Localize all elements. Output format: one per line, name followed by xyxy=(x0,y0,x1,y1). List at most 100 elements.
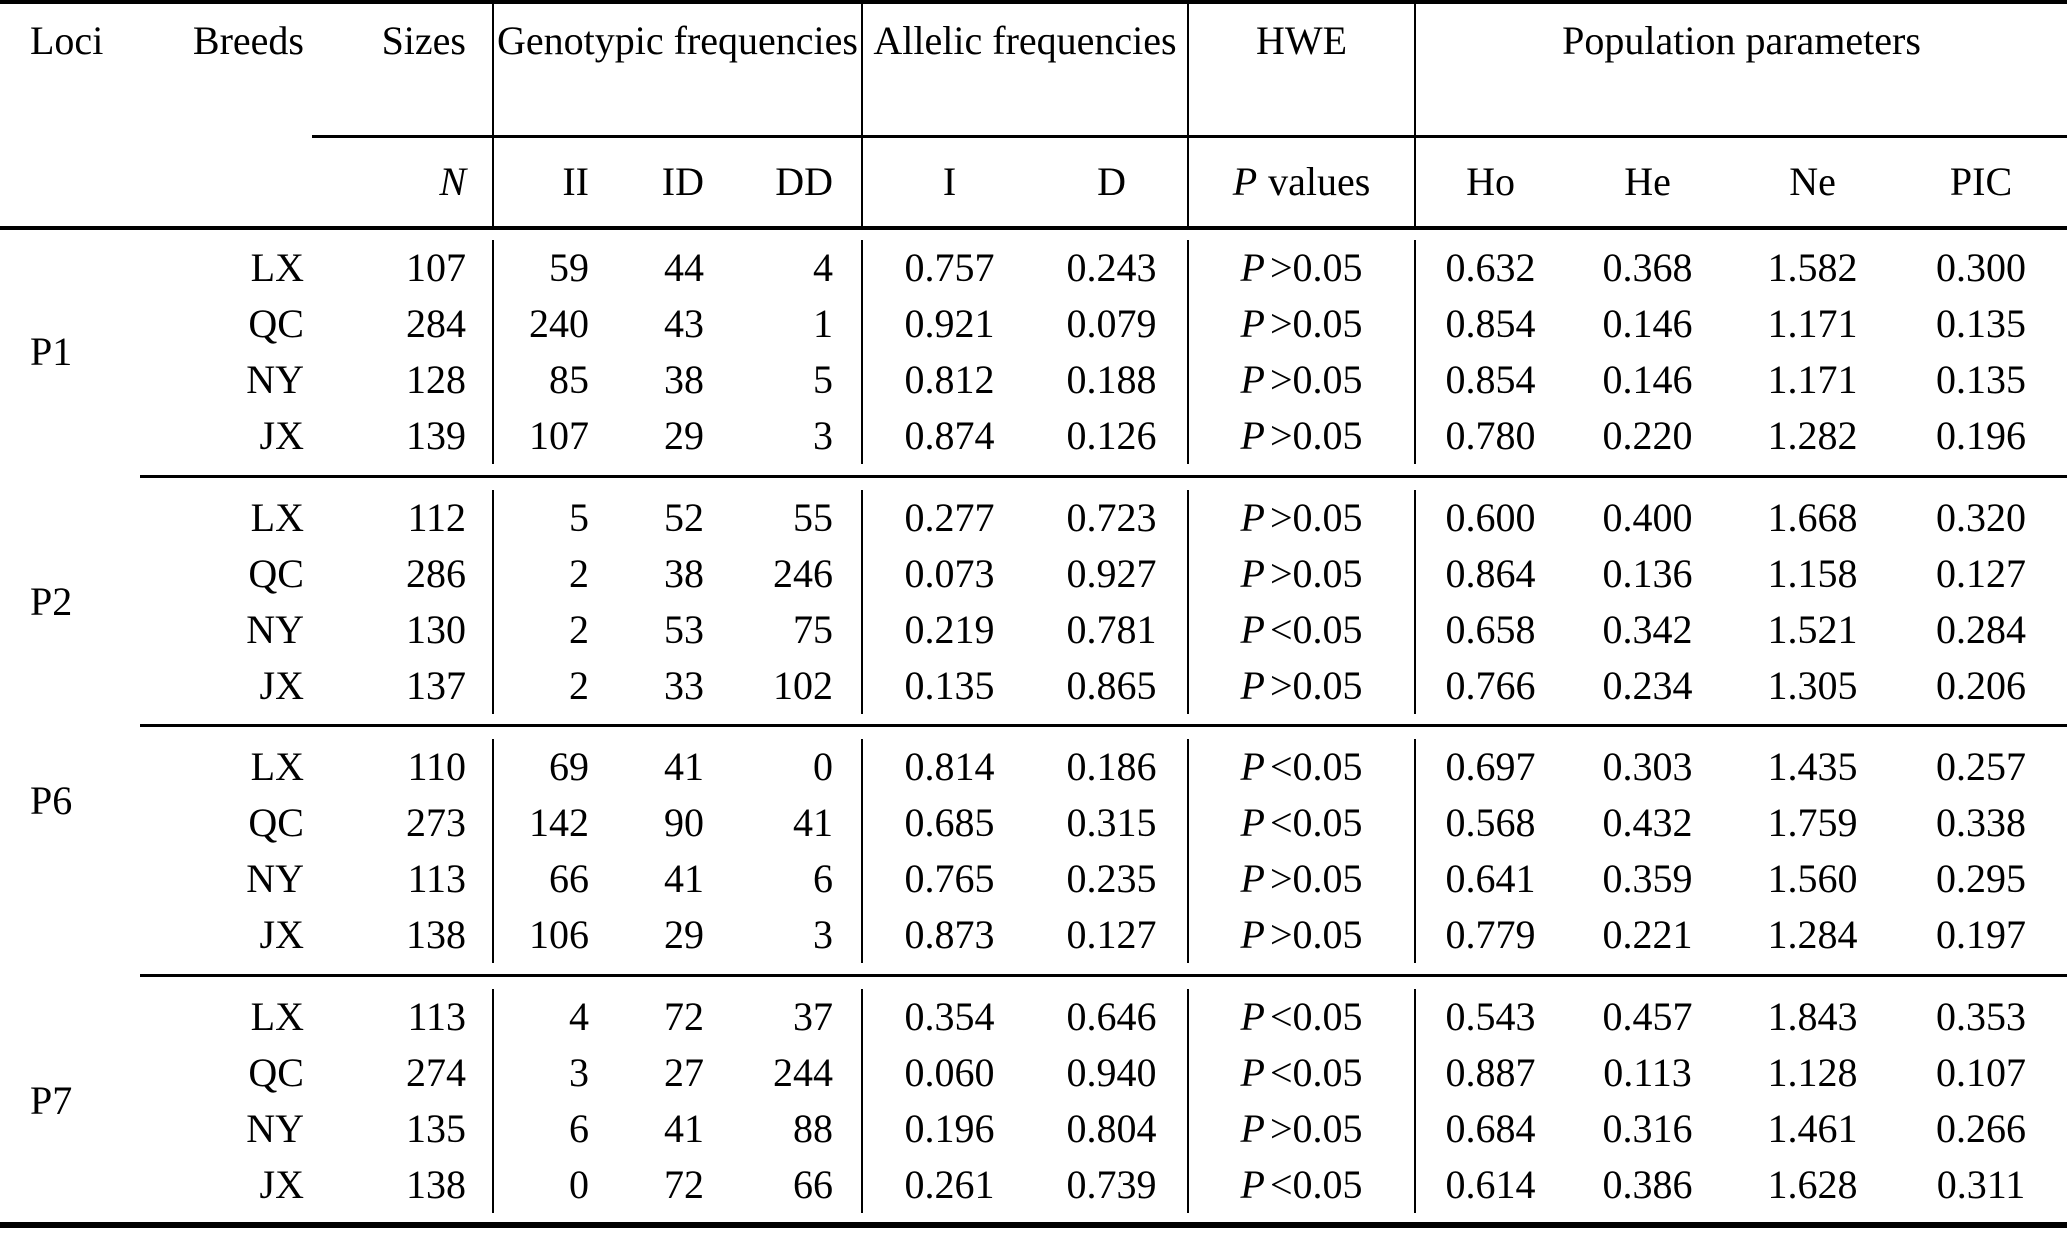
cell-allele-i: 0.685 xyxy=(904,800,995,845)
hwe-italic-p: P xyxy=(1240,301,1265,346)
cell-ne: 1.521 xyxy=(1767,606,1858,652)
cell-genotype-ii: 85 xyxy=(549,357,589,402)
cell-allele-d: 0.315 xyxy=(1036,795,1190,851)
block-separator-rule xyxy=(0,724,2067,728)
cell-genotype-ii: 5 xyxy=(569,494,589,540)
cell-genotype-dd: 75 xyxy=(716,601,864,658)
cell-hwe-p-value: P <0.05 xyxy=(1188,1044,1417,1101)
table-row: P2 LX 112 5 52 55 0.277 0.723 P >0.05 0.600 0.400 1.… xyxy=(0,489,2067,623)
cell-genotype-id: 27 xyxy=(664,1049,704,1095)
cell-he: 0.386 xyxy=(1602,1161,1693,1207)
table-row: QC 273 142 90 41 0.685 0.315 P <0.05 0.568 0.432 1.… xyxy=(0,795,2067,851)
hwe-italic-p: P xyxy=(1240,744,1265,789)
block-gap-row xyxy=(0,478,2067,490)
cell-sample-size-n: 284 xyxy=(312,296,494,352)
col-header-ho: Ho xyxy=(1415,136,1566,230)
cell-genotype-id: 72 xyxy=(664,993,704,1039)
cell-ho: 0.854 xyxy=(1445,357,1536,402)
cell-genotype-id: 90 xyxy=(664,800,704,845)
cell-he: 0.146 xyxy=(1602,301,1693,346)
table-row: JX 138 106 29 3 0.873 0.127 P >0.05 0.779 0.221 1.2… xyxy=(0,907,2067,963)
cell-he: 0.113 xyxy=(1603,1049,1692,1095)
cell-ho: 0.641 xyxy=(1445,856,1536,901)
cell-he: 0.400 xyxy=(1602,494,1693,540)
cell-allele-d: 0.243 xyxy=(1036,240,1190,296)
col-group-hwe: HWE xyxy=(1188,2,1417,138)
cell-ho: 0.766 xyxy=(1445,662,1536,708)
cell-ho: 0.600 xyxy=(1445,494,1536,540)
cell-hwe-p-value: P >0.05 xyxy=(1188,1100,1417,1157)
cell-allele-d: 0.723 xyxy=(1036,489,1190,546)
cell-genotype-id: 44 xyxy=(664,245,704,290)
locus-label: P1 xyxy=(30,329,73,374)
table-row: NY 135 6 41 88 0.196 0.804 P >0.05 0.684 0.316 1.46… xyxy=(0,1100,2067,1157)
cell-allele-d: 0.188 xyxy=(1036,352,1190,408)
cell-allele-d: 0.865 xyxy=(1036,657,1190,714)
hwe-italic-p: P xyxy=(1240,993,1265,1039)
cell-pic: 0.206 xyxy=(1936,662,2027,708)
header-group-row: Loci Breeds Sizes Genotypic frequencies … xyxy=(0,2,2067,138)
cell-pic: 0.127 xyxy=(1936,550,2027,596)
hwe-italic-p: P xyxy=(1240,1049,1265,1095)
col-header-breeds: Breeds xyxy=(192,18,304,63)
cell-allele-i: 0.921 xyxy=(904,301,995,346)
cell-genotype-id: 38 xyxy=(664,550,704,596)
table-row: NY 128 85 38 5 0.812 0.188 P >0.05 0.854 0.146 1.17… xyxy=(0,352,2067,408)
cell-genotype-id: 41 xyxy=(664,744,704,789)
cell-sample-size-n: 138 xyxy=(312,907,494,963)
cell-genotype-id: 43 xyxy=(664,301,704,346)
cell-pic: 0.197 xyxy=(1936,912,2027,957)
cell-allele-i: 0.196 xyxy=(904,1105,995,1151)
cell-hwe-p-value: P >0.05 xyxy=(1188,545,1417,602)
col-header-ne: Ne xyxy=(1730,136,1896,230)
cell-ho: 0.543 xyxy=(1445,993,1536,1039)
cell-pic: 0.196 xyxy=(1936,413,2027,458)
table-row: QC 286 2 38 246 0.073 0.927 P >0.05 0.864 0.136 1.1… xyxy=(0,545,2067,602)
cell-allele-i: 0.261 xyxy=(904,1161,995,1207)
cell-pic: 0.284 xyxy=(1936,606,2027,652)
block-separator-rule xyxy=(0,973,2067,978)
col-header-n: N xyxy=(312,136,494,230)
col-group-genotypic-frequencies: Genotypic frequencies xyxy=(493,2,864,138)
block-gap-row xyxy=(0,464,2067,476)
cell-genotype-id: 29 xyxy=(664,413,704,458)
cell-ne: 1.284 xyxy=(1767,912,1858,957)
cell-breed: LX xyxy=(250,744,304,789)
hwe-italic-p: P xyxy=(1240,494,1265,540)
cell-he: 0.303 xyxy=(1602,744,1693,789)
cell-genotype-dd: 3 xyxy=(716,408,864,464)
cell-pic: 0.295 xyxy=(1936,856,2027,901)
cell-genotype-dd: 4 xyxy=(716,240,864,296)
table-row: QC 274 3 27 244 0.060 0.940 P <0.05 0.887 0.113 1.1… xyxy=(0,1044,2067,1101)
cell-breed: LX xyxy=(250,993,304,1039)
hwe-italic-p: P xyxy=(1240,550,1265,596)
cell-allele-i: 0.354 xyxy=(904,993,995,1039)
cell-he: 0.432 xyxy=(1602,800,1693,845)
cell-hwe-p-value: P <0.05 xyxy=(1188,601,1417,658)
cell-allele-i: 0.873 xyxy=(904,912,995,957)
cell-sample-size-n: 130 xyxy=(312,601,494,658)
cell-allele-d: 0.127 xyxy=(1036,907,1190,963)
cell-pic: 0.300 xyxy=(1936,245,2027,290)
hwe-italic-p: P xyxy=(1240,912,1265,957)
cell-sample-size-n: 113 xyxy=(312,851,494,907)
cell-allele-d: 0.235 xyxy=(1036,851,1190,907)
cell-genotype-ii: 59 xyxy=(549,245,589,290)
cell-he: 0.457 xyxy=(1602,993,1693,1039)
cell-allele-i: 0.073 xyxy=(904,550,995,596)
cell-genotype-dd: 41 xyxy=(716,795,864,851)
cell-allele-i: 0.812 xyxy=(904,357,995,402)
cell-sample-size-n: 135 xyxy=(312,1100,494,1157)
locus-label: P7 xyxy=(30,1077,73,1123)
table-row: QC 284 240 43 1 0.921 0.079 P >0.05 0.854 0.146 1.1… xyxy=(0,296,2067,352)
cell-genotype-dd: 37 xyxy=(716,988,864,1045)
col-header-i: I xyxy=(862,136,1037,230)
cell-pic: 0.135 xyxy=(1936,357,2027,402)
cell-ho: 0.780 xyxy=(1445,413,1536,458)
cell-breed: NY xyxy=(246,606,304,652)
cell-allele-d: 0.186 xyxy=(1036,739,1190,795)
cell-ho: 0.568 xyxy=(1445,800,1536,845)
cell-genotype-ii: 107 xyxy=(529,413,589,458)
cell-genotype-id: 72 xyxy=(664,1161,704,1207)
